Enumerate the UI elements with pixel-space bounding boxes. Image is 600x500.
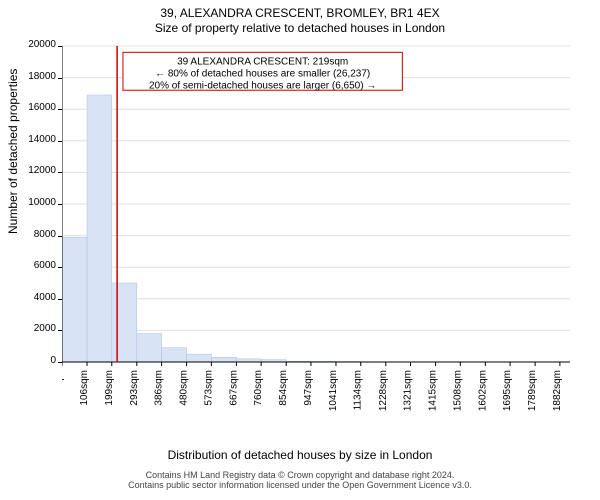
x-axis-label: Distribution of detached houses by size … [0, 448, 600, 462]
y-tick-label: 10000 [28, 197, 56, 208]
annotation-line: 20% of semi-detached houses are larger (… [149, 80, 376, 91]
y-tick-mark [58, 299, 62, 300]
y-tick-label: 0 [50, 355, 56, 366]
annotation-line: 39 ALEXANDRA CRESCENT: 219sqm [177, 56, 348, 67]
x-tick-label: 12sqm [62, 370, 65, 400]
histogram-bar [211, 357, 236, 362]
y-tick-mark [58, 204, 62, 205]
y-axis-label: Number of detached properties [6, 69, 20, 234]
footer-line1: Contains HM Land Registry data © Crown c… [10, 470, 590, 480]
histogram-bar [187, 354, 212, 362]
y-tick-label: 8000 [34, 229, 56, 240]
x-tick-label: 1789sqm [527, 370, 538, 411]
x-tick-label: 1882sqm [552, 370, 563, 411]
y-tick-mark [58, 267, 62, 268]
x-tick-label: 1041sqm [328, 370, 339, 411]
x-tick-label: 1602sqm [477, 370, 488, 411]
chart-title-line2: Size of property relative to detached ho… [0, 21, 600, 36]
y-tick-mark [58, 78, 62, 79]
histogram-svg: 12sqm 106sqm 199sqm 293sqm 386sqm 480sqm 573sq… [62, 44, 572, 424]
y-tick-label: 12000 [28, 165, 56, 176]
y-tick-label: 16000 [28, 102, 56, 113]
y-tick-label: 4000 [34, 292, 56, 303]
y-tick-label: 2000 [34, 323, 56, 334]
y-tick-mark [58, 141, 62, 142]
annotation-line: ← 80% of detached houses are smaller (26… [155, 68, 370, 79]
footer-attribution: Contains HM Land Registry data © Crown c… [10, 470, 590, 491]
y-tick-label: 18000 [28, 71, 56, 82]
x-tick-label: 1415sqm [428, 370, 439, 411]
y-tick-mark [58, 362, 62, 363]
x-tick-label: 1695sqm [502, 370, 513, 411]
x-tick-label: 1134sqm [353, 370, 364, 410]
y-tick-label: 6000 [34, 260, 56, 271]
y-tick-mark [58, 330, 62, 331]
x-tick-label: 386sqm [154, 370, 165, 406]
plot-area: 12sqm 106sqm 199sqm 293sqm 386sqm 480sqm 573sq… [62, 44, 572, 424]
y-tick-label: 14000 [28, 134, 56, 145]
x-tick-label: 199sqm [104, 370, 115, 406]
histogram-bar [62, 237, 87, 362]
x-tick-label: 947sqm [303, 370, 314, 406]
histogram-bar [162, 348, 187, 362]
x-tick-label: 1508sqm [452, 370, 463, 411]
x-tick-label: 854sqm [278, 370, 289, 406]
footer-line2: Contains public sector information licen… [10, 480, 590, 490]
x-tick-label: 573sqm [203, 370, 214, 406]
x-tick-label: 760sqm [253, 370, 264, 406]
x-tick-label: 480sqm [179, 370, 190, 406]
y-tick-mark [58, 236, 62, 237]
y-tick-mark [58, 172, 62, 173]
x-tick-label: 667sqm [228, 370, 239, 406]
x-tick-label: 106sqm [79, 370, 90, 406]
histogram-bar [112, 283, 137, 362]
x-tick-label: 1228sqm [378, 370, 389, 411]
chart-container: 39, ALEXANDRA CRESCENT, BROMLEY, BR1 4EX… [0, 0, 600, 500]
histogram-bar [137, 334, 162, 362]
y-tick-label: 20000 [28, 39, 56, 50]
x-tick-label: 293sqm [129, 370, 140, 406]
chart-title-line1: 39, ALEXANDRA CRESCENT, BROMLEY, BR1 4EX [0, 0, 600, 21]
y-tick-mark [58, 109, 62, 110]
x-tick-label: 1321sqm [403, 370, 414, 411]
histogram-bar [87, 95, 112, 362]
y-tick-mark [58, 46, 62, 47]
